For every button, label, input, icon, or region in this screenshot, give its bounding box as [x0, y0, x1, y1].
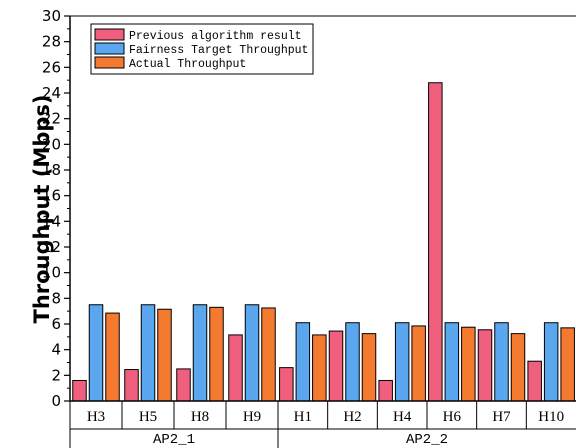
category-label-h4: H4: [393, 409, 412, 425]
bar-h6-series-3: [461, 326, 476, 402]
category-label-h6: H6: [443, 409, 462, 425]
group-label-1: AP2_1: [153, 432, 195, 448]
bars-layer: [72, 82, 575, 402]
category-label-h7: H7: [492, 409, 511, 425]
bar-h4-series-1: [378, 379, 393, 402]
y-tick-label: 16: [42, 187, 61, 205]
bar-h10-series-3: [560, 327, 575, 402]
category-label-h8: H8: [191, 409, 209, 425]
bar-h3-series-3: [105, 312, 120, 402]
bar-h3-series-1: [72, 379, 87, 402]
bar-h8-series-1: [176, 368, 191, 402]
y-tick-label: 26: [42, 58, 61, 76]
y-tick-label: 18: [42, 161, 61, 179]
bar-h5-series-1: [124, 369, 139, 402]
y-tick-label: 12: [42, 238, 61, 256]
bar-h4-series-3: [411, 325, 426, 402]
y-tick-label: 24: [42, 84, 61, 102]
category-label-h5: H5: [139, 409, 157, 425]
bar-h1-series-2: [295, 322, 311, 402]
bar-h9-series-3: [261, 307, 276, 402]
legend-label-2: Fairness Target Throughput: [129, 44, 308, 57]
bar-h6-series-1: [428, 82, 443, 402]
bar-h7-series-2: [494, 322, 509, 402]
y-tick-label: 8: [51, 289, 61, 307]
bar-h2-series-1: [328, 330, 344, 402]
bar-h8-series-3: [209, 306, 224, 402]
y-tick-label: 2: [51, 366, 61, 384]
legend-label-3: Actual Throughput: [129, 58, 246, 71]
bar-h1-series-3: [312, 334, 327, 402]
bar-h2-series-3: [361, 333, 377, 402]
category-label-h10: H10: [538, 409, 564, 425]
y-tick-label: 22: [42, 110, 61, 128]
axes-layer: [64, 15, 576, 448]
y-tick-label: 4: [51, 341, 61, 359]
bar-h5-series-2: [140, 304, 156, 402]
y-tick-label: 6: [51, 315, 61, 333]
y-tick-label: 30: [42, 7, 61, 25]
category-label-h3: H3: [87, 409, 105, 425]
bar-h9-series-2: [244, 304, 260, 402]
y-tick-label: 20: [42, 135, 61, 153]
y-tick-label: 10: [42, 264, 61, 282]
y-tick-label: 0: [51, 392, 61, 410]
bar-h2-series-2: [345, 322, 360, 402]
bar-h3-series-2: [88, 304, 104, 402]
category-label-h2: H2: [343, 409, 361, 425]
bar-h5-series-3: [157, 308, 172, 402]
y-tick-label: 28: [42, 33, 61, 51]
bar-h7-series-3: [510, 333, 526, 402]
y-axis-label: Throughput (Mbps): [30, 95, 54, 324]
group-label-2: AP2_2: [406, 432, 448, 448]
bar-h10-series-1: [527, 360, 542, 402]
bar-h10-series-2: [543, 322, 559, 402]
bar-h7-series-1: [477, 329, 493, 402]
legend-box: [90, 23, 314, 75]
legend-label-1: Previous algorithm result: [129, 30, 302, 43]
category-label-h1: H1: [294, 409, 312, 425]
bar-h6-series-2: [444, 322, 460, 402]
bar-h8-series-2: [192, 304, 208, 402]
legend-swatch-1: [94, 28, 125, 41]
bar-h9-series-1: [228, 334, 243, 402]
y-tick-label: 14: [42, 212, 61, 230]
bar-h4-series-2: [394, 322, 410, 402]
category-label-h9: H9: [243, 409, 261, 425]
bar-h1-series-1: [279, 367, 294, 402]
legend-swatch-2: [94, 42, 125, 55]
legend-swatch-3: [94, 56, 125, 69]
